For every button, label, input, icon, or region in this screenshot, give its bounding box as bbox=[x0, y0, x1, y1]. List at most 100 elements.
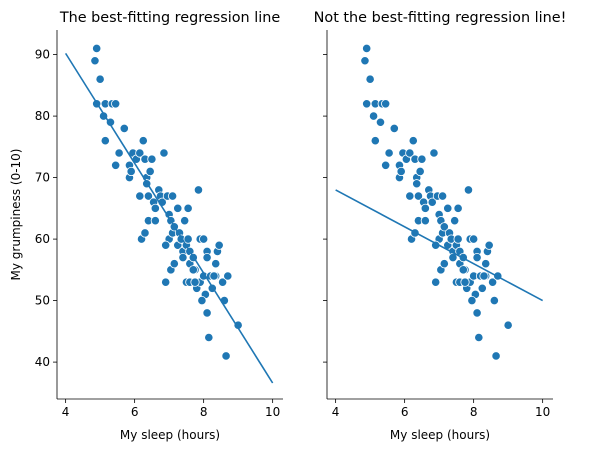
data-point bbox=[161, 240, 171, 250]
data-point bbox=[439, 222, 449, 232]
data-point bbox=[375, 117, 386, 127]
data-point bbox=[472, 252, 482, 263]
data-point bbox=[90, 56, 100, 66]
data-point bbox=[405, 148, 415, 158]
data-point bbox=[370, 136, 380, 146]
data-point bbox=[218, 277, 228, 287]
x-tick-label: 8 bbox=[200, 405, 208, 419]
data-point bbox=[138, 136, 148, 146]
y-tick-label: 80 bbox=[35, 109, 50, 123]
data-point bbox=[126, 166, 136, 177]
data-point bbox=[169, 259, 179, 269]
data-point bbox=[469, 234, 479, 244]
x-tick-label: 10 bbox=[265, 405, 280, 419]
data-point bbox=[477, 283, 487, 293]
data-point bbox=[472, 308, 482, 318]
data-point bbox=[223, 271, 233, 281]
data-point bbox=[111, 160, 121, 170]
regression-line bbox=[335, 189, 544, 302]
data-point bbox=[415, 166, 425, 177]
data-point bbox=[114, 148, 124, 158]
y-tick-label: 60 bbox=[35, 232, 50, 246]
data-point bbox=[384, 148, 394, 158]
data-point bbox=[479, 271, 489, 281]
panel-best-fit: The best-fitting regression line 4 6 8 10 40 5… bbox=[9, 10, 283, 442]
data-point bbox=[474, 332, 484, 343]
data-point bbox=[453, 234, 463, 244]
x-tick-label: 10 bbox=[535, 405, 550, 419]
data-point bbox=[199, 234, 209, 244]
data-point bbox=[221, 351, 231, 361]
data-point bbox=[417, 154, 427, 164]
data-point bbox=[147, 154, 157, 164]
data-point bbox=[150, 203, 160, 213]
data-point bbox=[95, 74, 105, 84]
data-point bbox=[429, 148, 439, 158]
data-point bbox=[180, 216, 190, 226]
data-point bbox=[167, 191, 178, 201]
data-point bbox=[458, 265, 468, 275]
data-point bbox=[202, 308, 212, 318]
data-point bbox=[360, 56, 370, 66]
data-point bbox=[381, 160, 391, 170]
data-point bbox=[143, 191, 154, 201]
data-point bbox=[381, 99, 391, 109]
x-tick-label: 6 bbox=[401, 405, 409, 419]
y-axis-label: My grumpiness (0-10) bbox=[9, 149, 23, 281]
data-point bbox=[488, 277, 498, 287]
y-tick-label: 90 bbox=[35, 48, 50, 62]
data-point bbox=[491, 351, 501, 361]
x-tick-label: 8 bbox=[470, 405, 478, 419]
data-point bbox=[408, 136, 418, 146]
data-point bbox=[460, 277, 470, 287]
data-point bbox=[140, 228, 150, 238]
data-point bbox=[368, 111, 379, 121]
x-tick-label: 4 bbox=[332, 405, 340, 419]
data-point bbox=[150, 216, 160, 226]
data-point bbox=[197, 295, 207, 306]
data-point bbox=[437, 191, 448, 201]
data-point bbox=[362, 99, 372, 109]
data-point bbox=[431, 277, 441, 287]
data-point bbox=[209, 271, 219, 281]
data-point bbox=[111, 99, 121, 109]
data-point bbox=[100, 136, 110, 146]
y-tick-label: 70 bbox=[35, 171, 50, 185]
data-point bbox=[503, 320, 513, 330]
data-point bbox=[362, 43, 372, 54]
data-point bbox=[188, 265, 198, 275]
data-point bbox=[467, 295, 477, 306]
data-point bbox=[204, 332, 214, 343]
data-point bbox=[92, 43, 102, 54]
x-tick-label: 6 bbox=[131, 405, 139, 419]
x-tick-label: 4 bbox=[62, 405, 70, 419]
data-point bbox=[173, 203, 183, 213]
data-point bbox=[202, 252, 212, 263]
data-point bbox=[389, 123, 399, 133]
x-axis-label: My sleep (hours) bbox=[120, 428, 220, 442]
data-point bbox=[178, 252, 188, 263]
y-tick-label: 50 bbox=[35, 294, 50, 308]
data-point bbox=[481, 259, 491, 269]
chart-title: Not the best-fitting regression line! bbox=[314, 10, 567, 26]
data-point bbox=[183, 234, 193, 244]
y-tick-label: 40 bbox=[35, 355, 50, 369]
data-point bbox=[135, 191, 145, 201]
data-point bbox=[450, 216, 460, 226]
data-point bbox=[484, 240, 494, 250]
data-point bbox=[420, 216, 430, 226]
data-point bbox=[365, 74, 375, 84]
data-point bbox=[193, 185, 204, 195]
data-point bbox=[214, 240, 224, 250]
data-point bbox=[420, 203, 430, 213]
data-point bbox=[135, 148, 145, 158]
chart-title: The best-fitting regression line bbox=[59, 10, 280, 26]
data-point bbox=[439, 259, 449, 269]
panel-not-best-fit: Not the best-fitting regression line! 4 6 8… bbox=[314, 10, 567, 442]
data-point bbox=[183, 203, 193, 213]
data-point bbox=[211, 259, 221, 269]
data-point bbox=[489, 295, 499, 306]
data-point bbox=[159, 148, 169, 158]
regression-line bbox=[64, 52, 274, 384]
